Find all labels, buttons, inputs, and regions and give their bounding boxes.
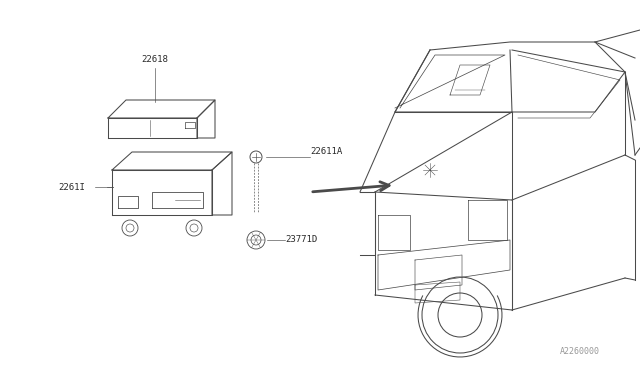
Text: 23771D: 23771D <box>285 235 317 244</box>
Text: 22618: 22618 <box>141 55 168 64</box>
Text: A2260000: A2260000 <box>560 347 600 356</box>
Text: 22611A: 22611A <box>310 148 342 157</box>
Text: 2261I: 2261I <box>59 183 85 192</box>
